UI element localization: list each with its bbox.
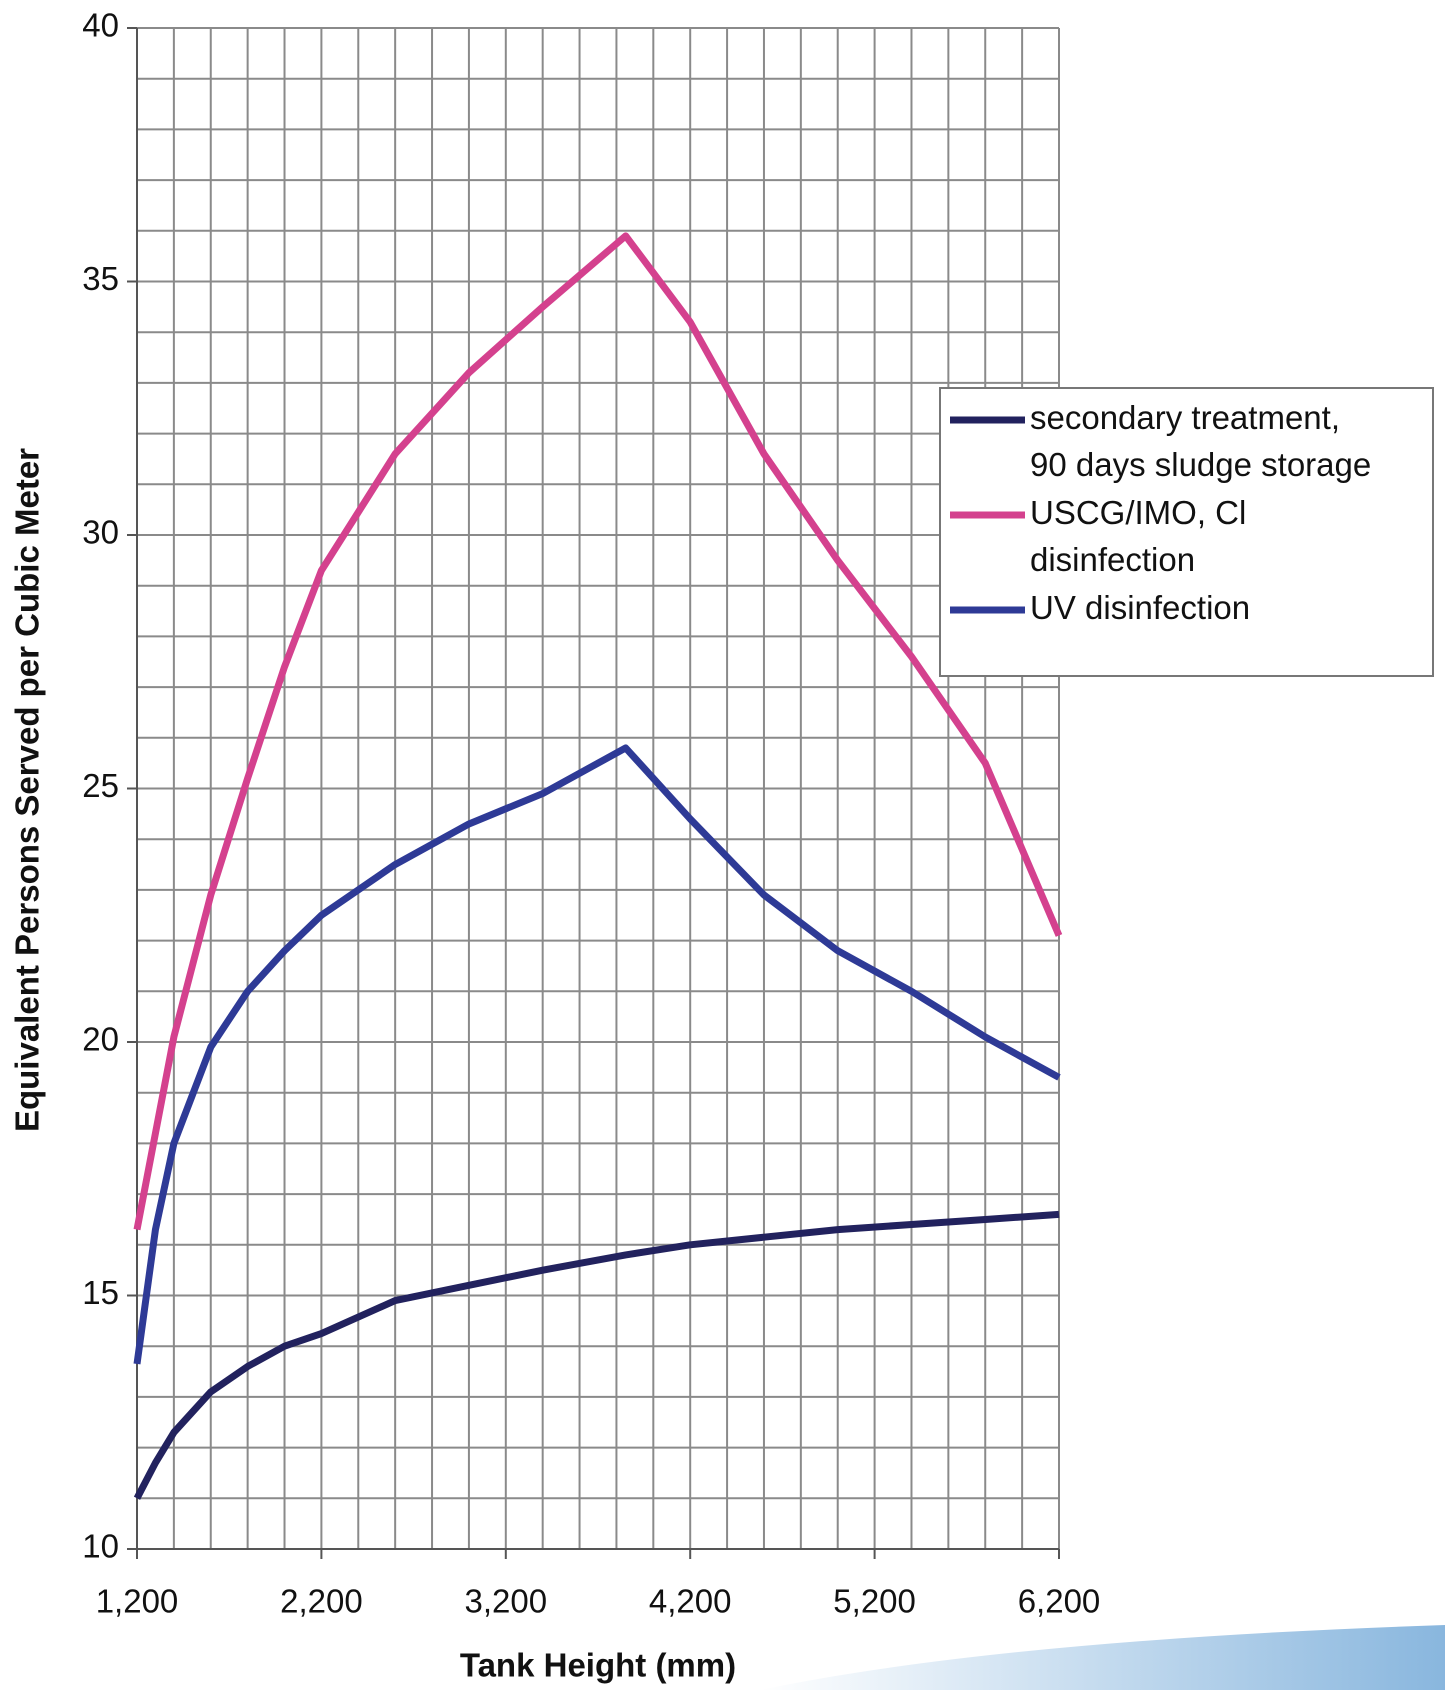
- x-tick-label: 1,200: [96, 1583, 179, 1620]
- legend-label: UV disinfection: [1030, 589, 1250, 626]
- y-tick-label: 25: [82, 767, 119, 804]
- legend-label: USCG/IMO, Cl disinfection: [1030, 494, 1246, 578]
- y-tick-label: 35: [82, 260, 119, 297]
- legend-line: disinfection: [1030, 541, 1195, 578]
- y-tick-label: 40: [82, 7, 119, 44]
- legend: secondary treatment, 90 days sludge stora…: [939, 387, 1434, 677]
- legend-label: secondary treatment, 90 days sludge stora…: [1030, 399, 1371, 483]
- data-line: [133, 1210, 1060, 1500]
- x-tick-label: 2,200: [280, 1583, 363, 1620]
- legend-line: UV disinfection: [1030, 589, 1250, 626]
- x-tick-label: 6,200: [1018, 1583, 1101, 1620]
- y-tick-label: 10: [82, 1528, 119, 1565]
- x-axis-label: Tank Height (mm): [460, 1647, 736, 1684]
- y-tick-label: 20: [82, 1021, 119, 1058]
- legend-line: USCG/IMO, Cl: [1030, 494, 1246, 531]
- y-tick-label: 15: [82, 1274, 119, 1311]
- x-tick-label: 5,200: [833, 1583, 916, 1620]
- x-tick-label: 3,200: [465, 1583, 548, 1620]
- data-line: [133, 232, 1063, 1231]
- data-line: [133, 744, 1061, 1365]
- legend-line: secondary treatment,: [1030, 399, 1340, 436]
- legend-box: [939, 387, 1434, 677]
- legend-line: 90 days sludge storage: [1030, 446, 1371, 483]
- decoration: [760, 1625, 1445, 1690]
- y-axis-label: Equivalent Persons Served per Cubic Mete…: [9, 448, 46, 1132]
- x-tick-label: 4,200: [649, 1583, 732, 1620]
- y-tick-label: 30: [82, 514, 119, 551]
